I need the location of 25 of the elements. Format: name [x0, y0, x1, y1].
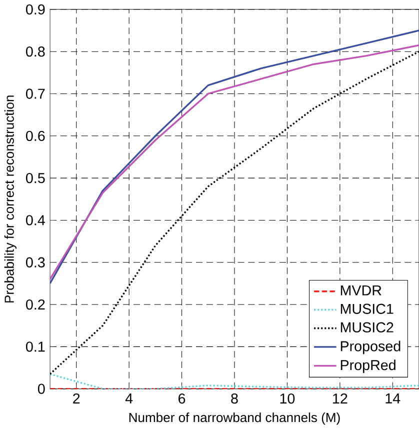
x-tick-label: 6: [178, 393, 186, 404]
x-tick-label: 4: [125, 393, 132, 404]
legend-label: MUSIC1: [340, 304, 394, 314]
legend-label: PropRed: [340, 360, 396, 373]
x-tick-label: 10: [280, 393, 294, 404]
y-tick-label: 0.2: [26, 299, 45, 310]
y-tick-label: 0.9: [26, 4, 45, 15]
y-tick-label: 0.7: [26, 88, 45, 99]
x-tick-label: 14: [386, 393, 400, 404]
y-tick-label: 0: [38, 384, 45, 394]
y-axis-title: Probability for correct reconstruction: [4, 96, 16, 302]
line-series: [50, 373, 419, 389]
x-tick-label: 2: [72, 393, 80, 404]
y-tick-label: 0.1: [26, 342, 45, 352]
x-tick-label: 8: [230, 393, 238, 404]
legend-label: MVDR: [340, 285, 382, 296]
y-tick-label: 0.6: [26, 130, 45, 141]
legend-label: MUSIC2: [340, 322, 394, 332]
y-tick-label: 0.4: [26, 215, 45, 226]
legend-label: Proposed: [340, 340, 400, 354]
x-axis-title: Number of narrowband channels (M): [129, 412, 340, 425]
y-tick-label: 0.8: [26, 46, 45, 57]
y-tick-label: 0.3: [26, 257, 45, 268]
y-tick-label: 0.5: [26, 172, 45, 184]
x-tick-label: 12: [332, 393, 348, 404]
